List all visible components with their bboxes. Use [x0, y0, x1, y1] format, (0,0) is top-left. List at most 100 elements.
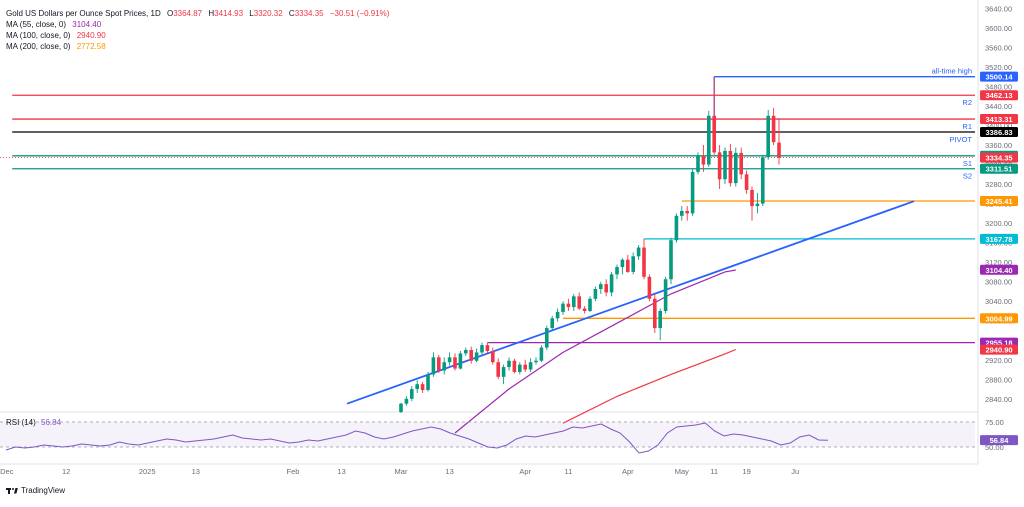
price-tag-text: 3167.78 — [985, 235, 1012, 244]
chart-legend: Gold US Dollars per Ounce Spot Prices, 1… — [6, 8, 389, 52]
x-tick-label: Ju — [791, 467, 799, 476]
low-label: L — [249, 9, 254, 18]
price-tag-text: 3334.35 — [985, 154, 1012, 163]
ma55-label: MA (55, close, 0) — [6, 20, 67, 29]
candle-body — [496, 362, 500, 377]
x-tick-label: 2025 — [139, 467, 156, 476]
y-tick-label: 2920.00 — [985, 356, 1012, 365]
candle-body — [680, 210, 684, 216]
candle-body — [674, 215, 679, 241]
y-tick-label: 3360.00 — [985, 141, 1012, 150]
price-tag-text: 3413.31 — [985, 115, 1012, 124]
level-text-r2: R2 — [962, 98, 972, 107]
candle-body — [631, 256, 635, 272]
candle-body — [734, 152, 738, 184]
ma200-row[interactable]: MA (200, close, 0) 2772.58 — [6, 41, 389, 52]
tradingview-logo-icon — [6, 487, 18, 495]
rsi-mid-label: 50.00 — [985, 443, 1004, 452]
y-tick-label: 2840.00 — [985, 395, 1012, 404]
price-tag-text: 3004.99 — [985, 314, 1012, 323]
ma55-line — [454, 269, 736, 434]
y-tick-label: 2880.00 — [985, 375, 1012, 384]
x-tick-label: 13 — [192, 467, 200, 476]
close-label: C — [288, 9, 295, 18]
level-text-s2: S2 — [963, 172, 972, 181]
y-tick-label: 3040.00 — [985, 297, 1012, 306]
x-tick-label: Dec — [0, 467, 14, 476]
price-tag-text: 3311.51 — [986, 165, 1013, 174]
price-tag-support-3245 — [980, 195, 1018, 206]
price-tag-r2 — [980, 90, 1018, 101]
y-tick-label: 3080.00 — [985, 278, 1012, 287]
ma200-label: MA (200, close, 0) — [6, 42, 71, 51]
candle-body — [658, 310, 662, 329]
candle-body — [474, 352, 479, 361]
x-tick-label: 11 — [710, 467, 718, 476]
candle-body — [431, 357, 436, 375]
y-tick-label: 3600.00 — [985, 24, 1012, 33]
brand-name: TradingView — [21, 486, 66, 495]
y-tick-label: 3560.00 — [985, 43, 1012, 52]
price-tag-text: 2955.18 — [985, 339, 1012, 348]
price-tag-pivot — [980, 126, 1018, 137]
candle-body — [588, 298, 592, 311]
candle-body — [669, 240, 673, 280]
price-tag-text: 2940.90 — [985, 346, 1012, 355]
candle-body — [626, 259, 630, 272]
x-tick-label: Feb — [287, 467, 300, 476]
open-value: 3364.87 — [173, 9, 203, 18]
candle-body — [453, 357, 457, 369]
candle-body — [469, 350, 473, 361]
candle-body — [426, 374, 430, 391]
candle-body — [442, 362, 446, 371]
candle-body — [539, 347, 544, 361]
y-tick-label: 3480.00 — [985, 83, 1012, 92]
rsi-value-tag — [980, 435, 1018, 446]
x-tick-label: 19 — [742, 467, 750, 476]
price-tag-s2 — [980, 163, 1018, 174]
ma100-line — [562, 348, 737, 424]
candle-body — [501, 367, 506, 377]
x-tick-label: Apr — [519, 467, 531, 476]
tradingview-brand[interactable]: TradingView — [6, 486, 65, 495]
candle-body — [534, 360, 538, 363]
change-value: −30.51 (−0.91%) — [329, 9, 390, 18]
candle-body — [766, 115, 770, 158]
candle-body — [723, 150, 727, 180]
ma100-row[interactable]: MA (100, close, 0) 2940.90 — [6, 30, 389, 41]
candle-body — [599, 284, 603, 290]
ma100-label: MA (100, close, 0) — [6, 31, 71, 40]
candle-body — [458, 353, 463, 369]
y-tick-label: 3200.00 — [985, 219, 1012, 228]
x-tick-label: Mar — [395, 467, 408, 476]
rsi-upper-label: 75.00 — [985, 418, 1004, 427]
candle-body — [528, 362, 533, 370]
candle-body — [685, 210, 689, 214]
y-tick-label: 3120.00 — [985, 258, 1012, 267]
candle-body — [480, 345, 484, 353]
y-tick-label: 3400.00 — [985, 122, 1012, 131]
ma55-row[interactable]: MA (55, close, 0) 3104.40 — [6, 19, 389, 30]
candle-body — [717, 152, 722, 180]
candle-body — [707, 115, 711, 165]
candle-body — [771, 115, 776, 143]
price-tag-text: 3500.14 — [985, 73, 1013, 82]
high-value: 3414.93 — [214, 9, 244, 18]
y-tick-label: 3520.00 — [985, 63, 1012, 72]
candle-body — [447, 357, 452, 363]
rsi-value-tag-text: 56.84 — [990, 436, 1010, 445]
price-tag-2940.90 — [980, 344, 1018, 355]
candle-body — [437, 357, 441, 371]
candle-body — [663, 279, 668, 311]
ma200-value: 2772.58 — [76, 42, 106, 51]
price-tag-support-3004 — [980, 313, 1018, 324]
price-tag-text: 3245.41 — [985, 197, 1012, 206]
candle-body — [410, 389, 414, 399]
x-tick-label: 12 — [62, 467, 70, 476]
rsi-legend[interactable]: RSI (14) 56.84 — [6, 418, 61, 427]
candle-body — [712, 115, 716, 153]
candle-body — [545, 328, 549, 348]
